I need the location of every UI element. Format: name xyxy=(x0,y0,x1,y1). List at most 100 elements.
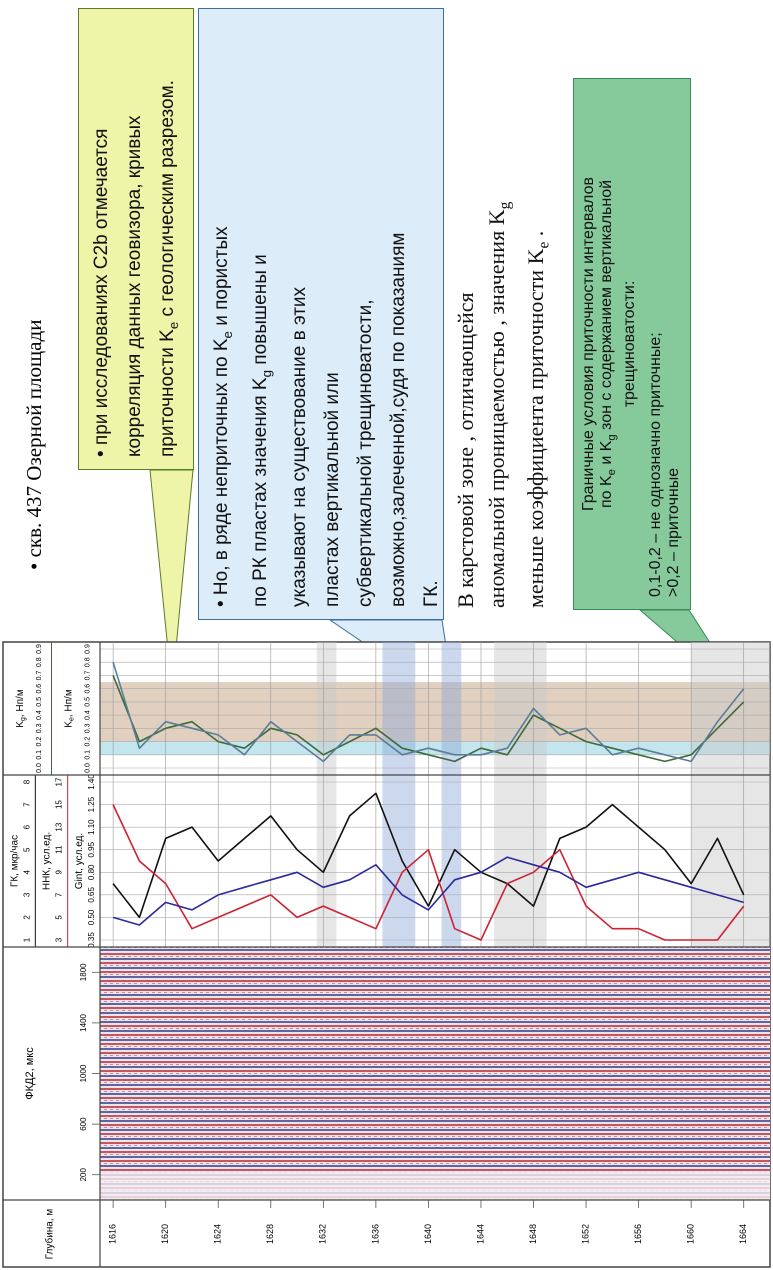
text-segment: и K xyxy=(598,440,615,470)
text-line: • Но, в ряде неприточных по Ke и пористы… xyxy=(205,21,244,607)
text-line: 0,1-0,2 – не однозначно приточные; xyxy=(647,91,665,597)
subscript: e xyxy=(606,469,619,476)
curve-tick-label: 0.95 xyxy=(87,841,96,857)
curve-tick-label: 11 xyxy=(55,845,64,854)
fkd-tick-label: 1000 xyxy=(79,1064,88,1082)
curve-tick-label: 7 xyxy=(55,892,64,897)
text-line: пластах вертикальной или xyxy=(316,21,349,607)
curve-tick-label: 0.9 xyxy=(36,644,43,654)
text-line: аномальной проницаемостью , значения Kg xyxy=(481,18,520,608)
depth-tick-label: 1664 xyxy=(738,1224,748,1244)
text-segment: возможно,залеченной,судя по показаниям xyxy=(387,232,409,607)
depth-zone xyxy=(382,642,416,947)
text-line: приточности Ke с геологическим разрезом. xyxy=(151,21,190,457)
curve-tick-label: 0.9 xyxy=(85,644,92,654)
text-line: указывают на существование в этих xyxy=(283,21,316,607)
curve-tick-label: 0.0 xyxy=(36,763,43,773)
text-line: по РК пластах значения Kg повышены и xyxy=(244,21,283,607)
text-segment: указывают на существование в этих xyxy=(288,286,310,607)
kg-band xyxy=(100,741,770,755)
text-segment: пластах вертикальной или xyxy=(321,372,343,607)
curve-tick-label: 0.3 xyxy=(36,723,43,733)
fkd-tick-label: 1800 xyxy=(79,963,88,981)
subscript: e xyxy=(165,321,181,330)
depth-tick-label: 1624 xyxy=(213,1224,223,1244)
text-line: меньше коэффициента приточности Ke . xyxy=(520,18,559,608)
curve-tick-label: 5 xyxy=(22,847,31,852)
curve-tick-label: 3 xyxy=(55,937,64,942)
curve-tick-label: 0.7 xyxy=(85,670,92,680)
subscript: g xyxy=(496,201,514,210)
fkd-tick-label: 600 xyxy=(79,1117,88,1131)
depth-zone xyxy=(494,642,547,947)
fkd-image xyxy=(100,947,770,1200)
subscript: e xyxy=(69,717,76,721)
subscript: e xyxy=(219,331,235,339)
curve-tick-label: 2 xyxy=(22,915,31,920)
curve-tick-label: 0.2 xyxy=(85,737,92,747)
curve-tick-label: 3 xyxy=(22,892,31,897)
curve-tick-label: 1.40 xyxy=(87,774,96,790)
text-segment: субвертикальной трещиноватости, xyxy=(354,299,376,607)
text-line: корреляция данных геовизора, кривых xyxy=(118,21,151,457)
text-line: • при исследованиях C2b отмечается xyxy=(85,21,118,457)
text-segment: зон с содержанием вертикальной xyxy=(598,179,615,435)
fkd-tick-label: 1400 xyxy=(79,1013,88,1031)
curve-tick-label: 0.5 xyxy=(85,697,92,707)
yellow-pointer xyxy=(149,469,194,691)
text-segment: K xyxy=(15,721,26,728)
green-heading: Граничные условия приточности интервалов… xyxy=(580,91,639,597)
curve-tick-label: 4 xyxy=(22,870,31,875)
curve-tick-label: 0.5 xyxy=(36,697,43,707)
curve-name: ННК, усл.ед. xyxy=(41,832,52,890)
depth-header: Глубина, м xyxy=(44,1209,56,1260)
text-segment: и пористых xyxy=(211,226,232,332)
text-segment: меньше коэффициента приточности K xyxy=(523,248,549,608)
subscript: g xyxy=(258,369,274,378)
curve-tick-label: 9 xyxy=(55,870,64,875)
curve-tick-label: 0.6 xyxy=(85,684,92,694)
log-curve xyxy=(112,661,745,763)
text-segment: по K xyxy=(598,475,615,509)
subscript: e xyxy=(535,241,553,249)
subscript: g xyxy=(20,717,27,721)
log-curve xyxy=(112,792,745,919)
curve-name: Gint, усл.ед. xyxy=(74,833,85,889)
text-segment: Граничные условия приточности интервалов xyxy=(580,177,597,511)
curve-tick-label: 0.1 xyxy=(85,750,92,760)
depth-tick-label: 1648 xyxy=(528,1224,538,1244)
text-segment: , Нп/м xyxy=(15,689,26,717)
depth-tick-label: 1652 xyxy=(580,1224,590,1244)
yellow-callout: • при исследованиях C2b отмечается коррел… xyxy=(78,8,194,470)
curve-tick-label: 0.3 xyxy=(85,723,92,733)
text-line: возможно,залеченной,судя по показаниям xyxy=(382,21,415,607)
text-line: >0,2 – приточные xyxy=(665,91,683,597)
curve-tick-label: 0.4 xyxy=(85,710,92,720)
green-callout: Граничные условия приточности интервалов… xyxy=(573,78,691,610)
text-segment: ГК, мкр/час xyxy=(9,835,20,887)
well-log: Глубина, м 1616 1620 1624 1628 1632 1636 1640 16… xyxy=(2,641,771,1268)
text-segment: ГК. xyxy=(420,580,442,607)
curve-name: Kg, Нп/м xyxy=(15,689,28,728)
karst-paragraph: В карстовой зоне , отличающейся аномально… xyxy=(450,18,560,608)
slide-title: • скв. 437 Озерной площади xyxy=(22,319,46,570)
fkd-title: ФКД2, мкс xyxy=(24,1047,36,1100)
depth-zone xyxy=(691,642,770,947)
text-line: Граничные условия приточности интервалов xyxy=(580,91,598,597)
fkd-tick-label: 200 xyxy=(79,1167,88,1181)
text-segment: с геологическим разрезом. xyxy=(157,80,178,322)
depth-tick-label: 1660 xyxy=(686,1224,696,1244)
fkd-light xyxy=(100,1172,770,1200)
curve-tick-label: 6 xyxy=(22,824,31,829)
text-line: субвертикальной трещиноватости, xyxy=(349,21,382,607)
curve-tick-label: 7 xyxy=(22,802,31,807)
curve-tick-label: 1 xyxy=(22,937,31,942)
curve-tick-label: 0.65 xyxy=(87,887,96,903)
text-segment: приточности K xyxy=(157,329,178,457)
curve-tick-label: 0.0 xyxy=(85,763,92,773)
text-segment: 0,1-0,2 – не однозначно приточные; xyxy=(647,332,665,597)
text-segment: В карстовой зоне , отличающейся xyxy=(453,292,478,608)
depth-tick-label: 1636 xyxy=(370,1224,380,1244)
